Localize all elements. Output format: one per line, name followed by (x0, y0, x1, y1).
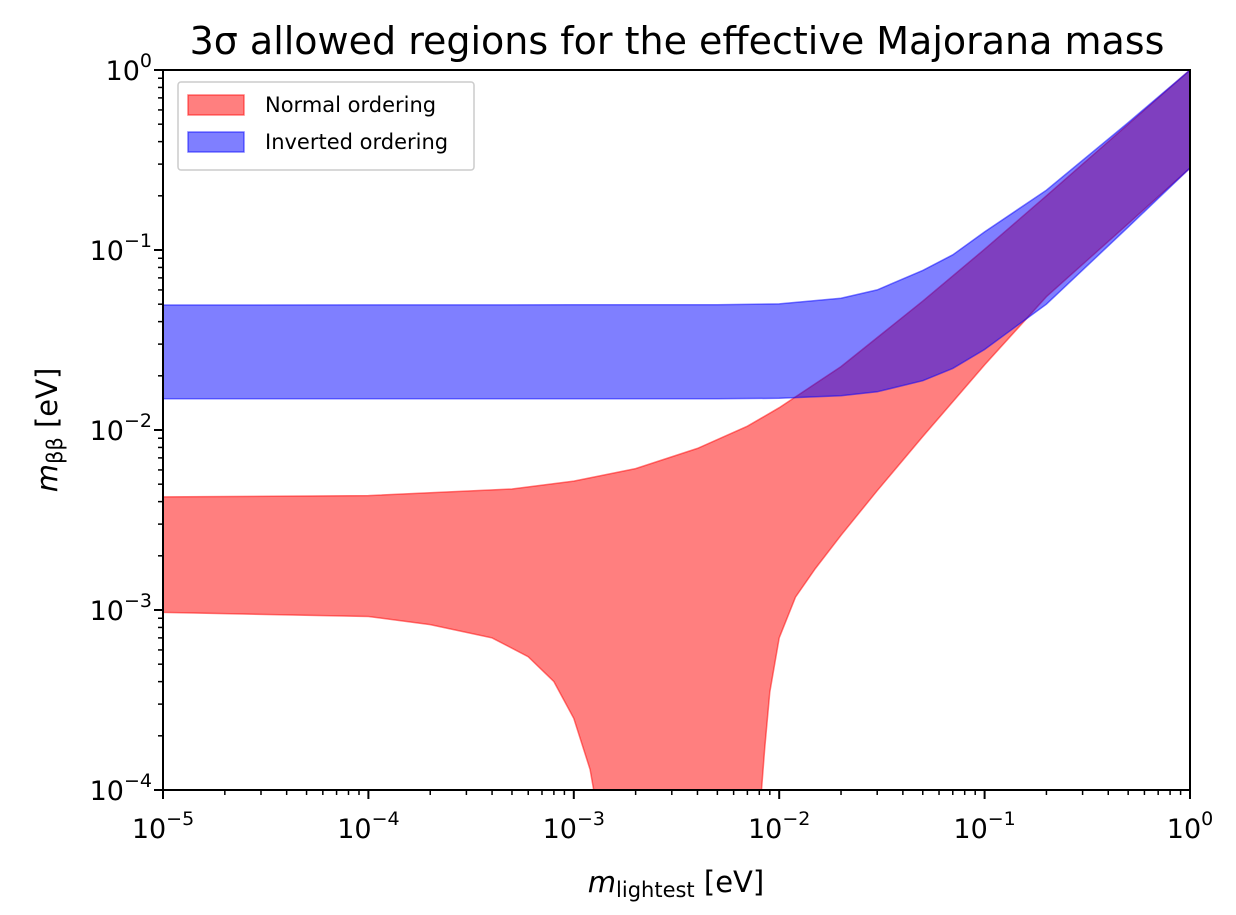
x-tick-label-exponent: −3 (577, 808, 605, 830)
legend-swatch (187, 131, 245, 153)
y-tick-label-exponent: −1 (124, 230, 152, 252)
legend-box (177, 81, 475, 171)
y-axis-label-unit: [eV] (30, 368, 64, 438)
y-axis-label-subscript: ββ (43, 437, 67, 464)
y-tick-label: 100 (106, 50, 152, 87)
x-axis-label-unit: [eV] (695, 865, 765, 899)
series-layer (163, 70, 1190, 790)
major-ticks (154, 69, 1191, 799)
x-tick-label-exponent: −4 (372, 808, 400, 830)
x-axis-label-subscript: lightest (616, 878, 695, 902)
x-tick-label: 10−3 (543, 808, 605, 845)
x-tick-label-base: 10 (953, 814, 987, 845)
x-tick-label-base: 10 (337, 814, 371, 845)
y-axis-label-base: m (30, 464, 64, 492)
y-tick-label-base: 10 (90, 596, 124, 627)
y-tick-label-base: 10 (90, 416, 124, 447)
y-tick-label: 10−4 (90, 770, 152, 807)
normal-ordering-band (163, 70, 1190, 790)
y-tick-label-exponent: 0 (140, 50, 152, 72)
chart-title: 3σ allowed regions for the effective Maj… (190, 19, 1165, 63)
x-axis-label: mlightest [eV] (588, 865, 764, 902)
y-tick-label-base: 10 (90, 776, 124, 807)
x-tick-label: 10−1 (953, 808, 1015, 845)
legend-label: Inverted ordering (265, 130, 448, 154)
inverted-ordering-band (163, 70, 1190, 400)
x-tick-label: 10−2 (748, 808, 810, 845)
y-tick-label: 10−3 (90, 590, 152, 627)
y-tick-label-base: 10 (106, 56, 140, 87)
legend: Normal ordering Inverted ordering (177, 81, 475, 171)
x-tick-label: 100 (1167, 808, 1213, 845)
y-tick-label-exponent: −4 (124, 770, 152, 792)
legend-label: Normal ordering (265, 93, 436, 117)
x-tick-label-exponent: 0 (1201, 808, 1213, 830)
x-tick-label-base: 10 (132, 814, 166, 845)
x-tick-labels: 10−5 10−4 10−3 10−2 10−1 100 (132, 808, 1213, 845)
x-tick-label-exponent: −2 (782, 808, 810, 830)
x-tick-label-base: 10 (748, 814, 782, 845)
x-tick-label-exponent: −1 (988, 808, 1016, 830)
x-tick-label-exponent: −5 (166, 808, 194, 830)
x-tick-label-base: 10 (1167, 814, 1201, 845)
y-tick-label-exponent: −3 (124, 590, 152, 612)
y-tick-label: 10−2 (90, 410, 152, 447)
y-axis-label: mββ [eV] (30, 368, 67, 493)
x-tick-label: 10−5 (132, 808, 194, 845)
x-tick-label: 10−4 (337, 808, 399, 845)
y-tick-label-base: 10 (90, 236, 124, 267)
y-tick-label: 10−1 (90, 230, 152, 267)
x-axis-label-base: m (588, 865, 616, 899)
plot-frame (162, 69, 1191, 791)
x-tick-label-base: 10 (543, 814, 577, 845)
legend-swatch (187, 94, 245, 116)
y-tick-label-exponent: −2 (124, 410, 152, 432)
